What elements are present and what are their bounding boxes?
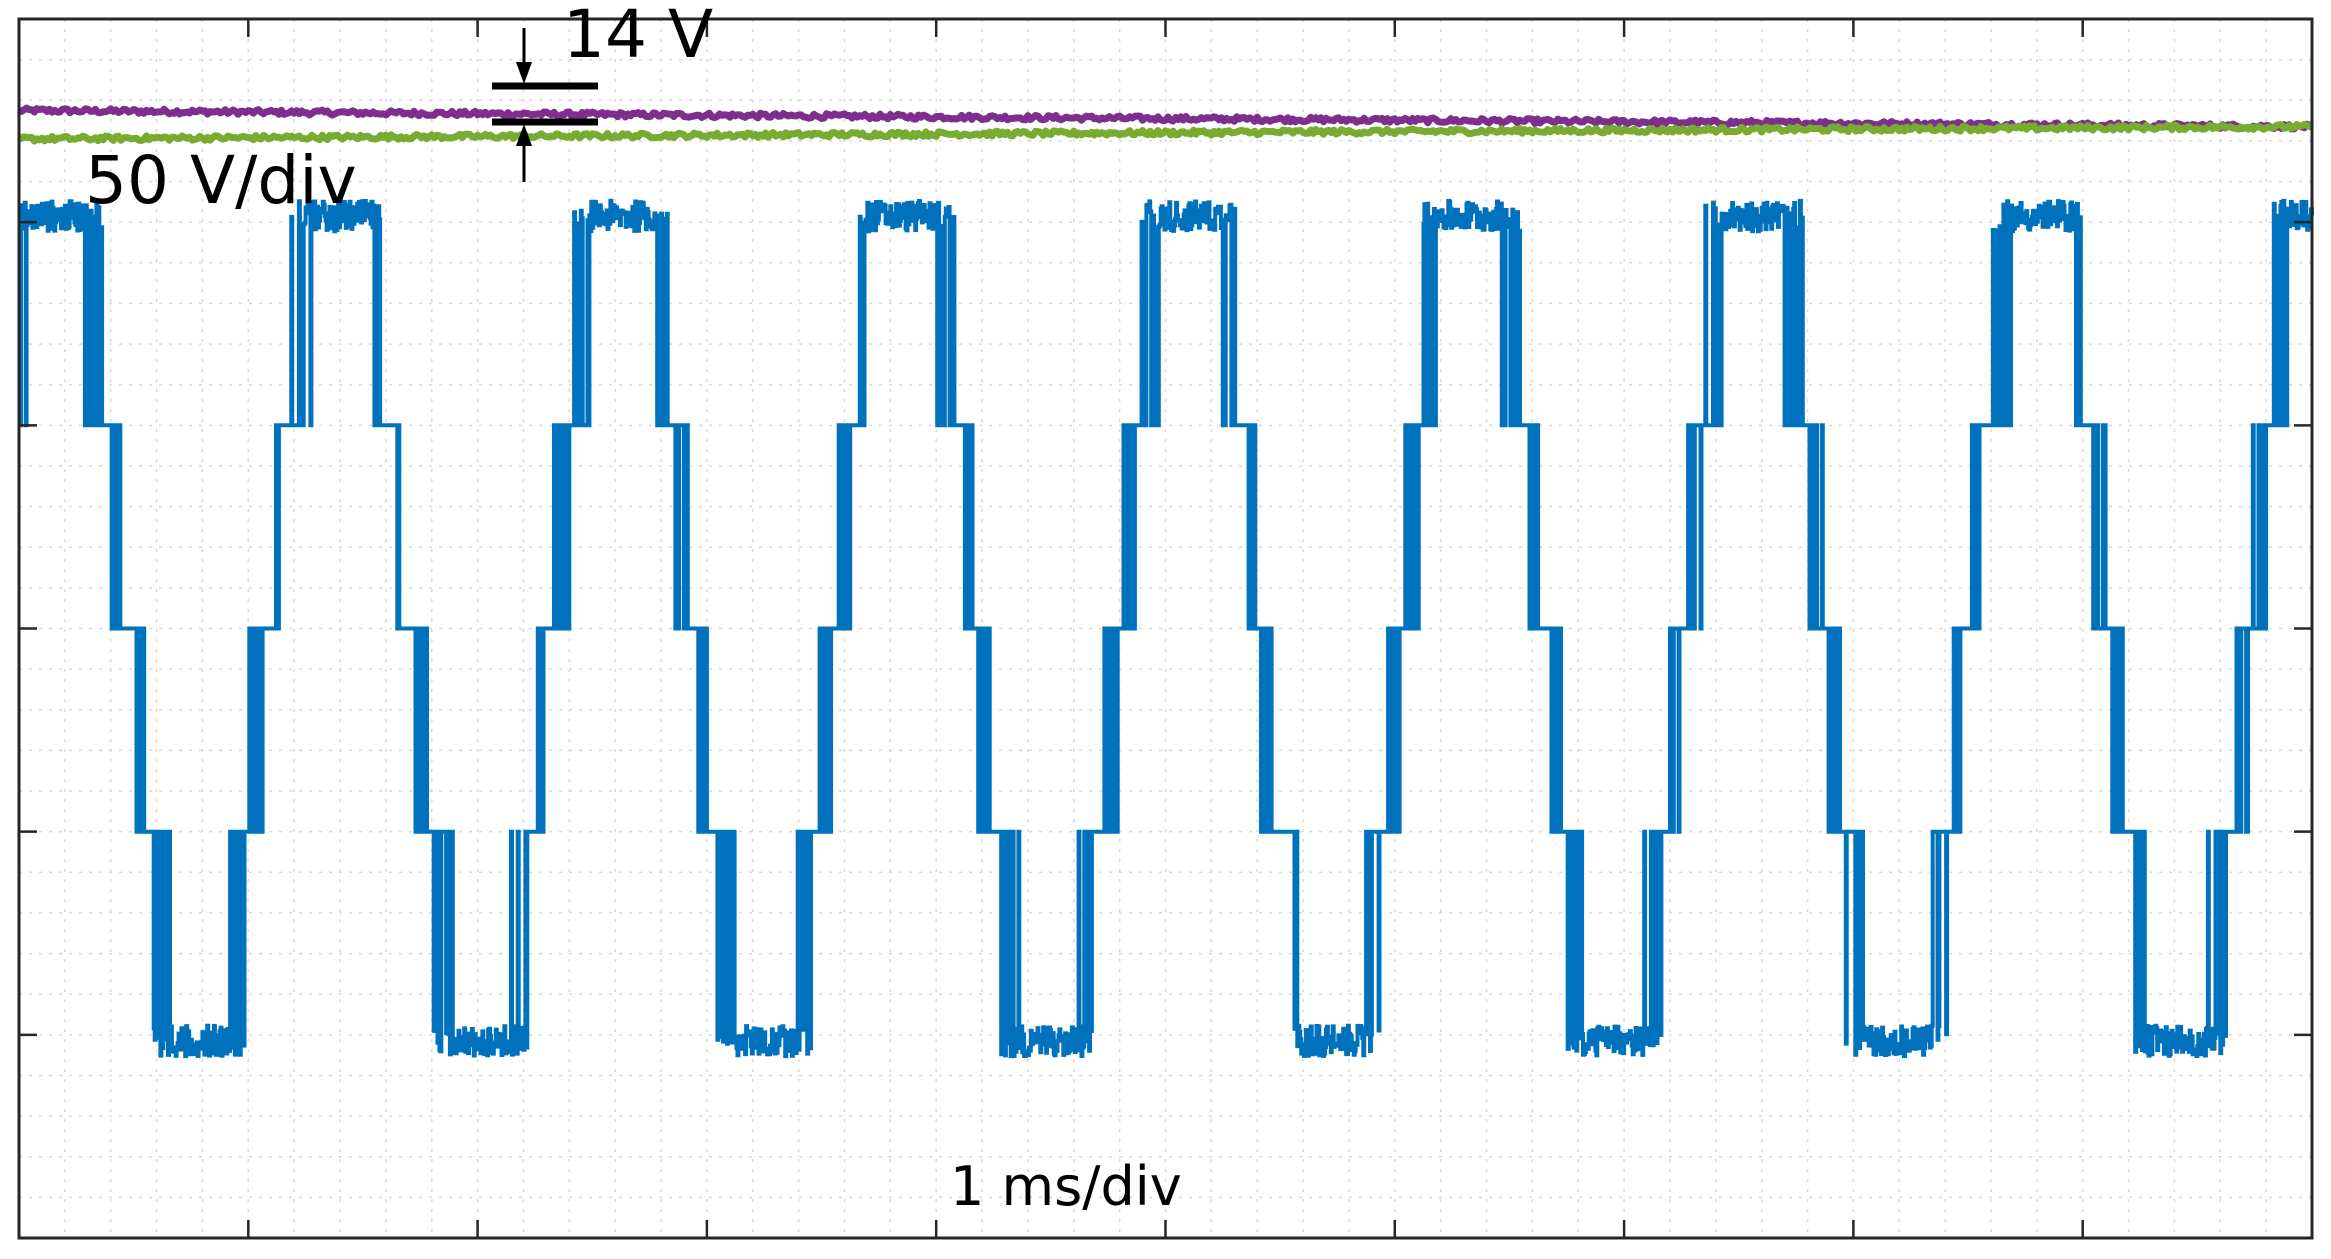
gap-arrow-down-icon	[516, 62, 532, 84]
voltage-scale-label: 50 V/div	[85, 142, 357, 219]
trace-dc_lower	[16, 120, 2314, 145]
traces	[16, 104, 2314, 1059]
tick-marks	[19, 19, 2312, 1238]
dc-gap-marker	[492, 28, 598, 182]
time-scale-label: 1 ms/div	[950, 1155, 1182, 1218]
gap-arrow-up-icon	[516, 124, 532, 146]
trace-multilevel_ac	[18, 198, 2314, 1059]
dc-gap-label: 14 V	[563, 0, 713, 73]
